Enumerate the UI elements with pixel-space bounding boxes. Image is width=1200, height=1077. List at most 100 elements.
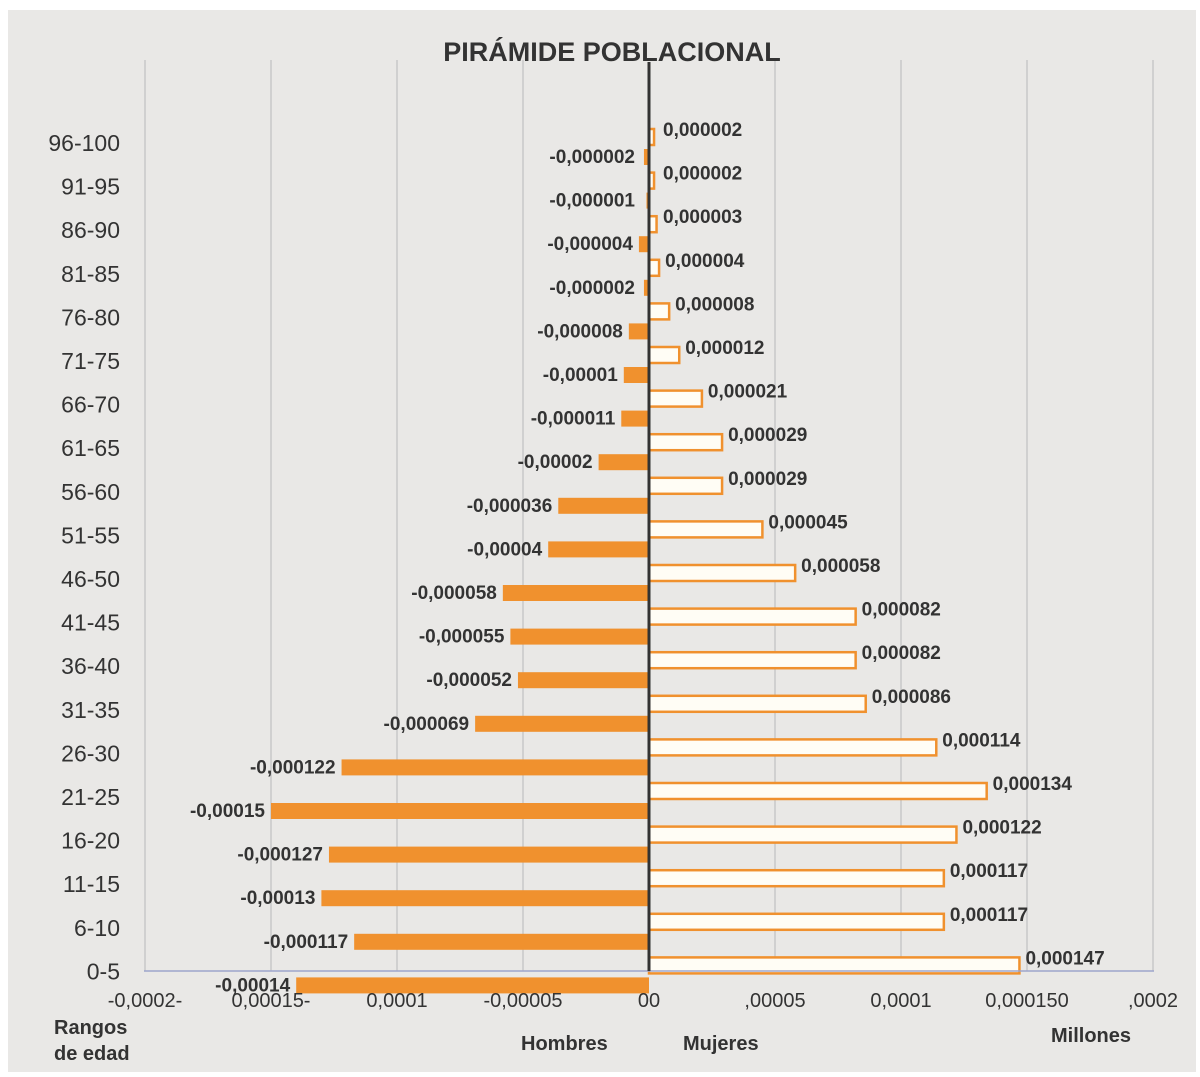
data-label-hombres: -0,00002 [518, 452, 593, 473]
data-label-mujeres: 0,000002 [663, 120, 742, 141]
data-label-hombres: -0,00015 [190, 801, 265, 822]
bar-hombres [354, 933, 649, 950]
bar-mujeres [647, 607, 857, 626]
data-label-mujeres: 0,000004 [665, 251, 745, 272]
age-range-label: 91-95 [61, 174, 120, 200]
mujeres-label: Mujeres [683, 1033, 759, 1055]
age-range-label: 46-50 [61, 566, 120, 592]
bar-hombres [296, 977, 649, 994]
bar-mujeres [647, 432, 724, 452]
chart-title: PIRÁMIDE POBLACIONAL [443, 36, 781, 67]
data-label-mujeres: 0,000134 [993, 774, 1073, 795]
x-tick-label: 0,0001 [870, 990, 931, 1012]
data-label-hombres: -0,000055 [419, 627, 505, 648]
data-label-mujeres: 0,000147 [1025, 948, 1104, 969]
data-label-hombres: -0,000058 [411, 583, 497, 604]
data-label-hombres: -0,000117 [264, 932, 349, 953]
x-tick-labels: -0,0002- 0,00015- 0,0001 -0,00005 00 ,00005 0,… [108, 990, 1178, 1012]
bar-mujeres [647, 389, 704, 408]
data-label-hombres: -0,000004 [547, 234, 633, 255]
bar-hombres [548, 541, 649, 558]
data-label-mujeres: 0,000029 [728, 469, 807, 490]
bar-hombres [643, 149, 649, 165]
bar-mujeres [647, 868, 946, 888]
bar-mujeres [647, 476, 724, 496]
x-tick-label: ,00005 [744, 990, 805, 1012]
bar-hombres [321, 890, 649, 907]
data-label-hombres: -0,000036 [467, 496, 553, 517]
grid-lines [144, 60, 1154, 971]
x-tick-label: 0,0001 [366, 990, 427, 1012]
age-range-label: 76-80 [61, 304, 120, 330]
bar-mujeres [647, 738, 938, 757]
data-label-mujeres: 0,000117 [950, 905, 1028, 926]
bar-mujeres [647, 781, 988, 801]
bar-hombres [328, 846, 649, 863]
data-label-hombres: -0,00014 [215, 975, 290, 996]
y-axis-label-line-1: Rangos [54, 1017, 127, 1039]
age-range-label: 31-35 [61, 697, 120, 723]
y-axis-label-line-2: de edad [54, 1043, 130, 1065]
category-labels: 0-5 6-10 11-15 16-20 21-25 26-30 31-35 36-40 41-… [48, 130, 120, 984]
data-label-hombres: -0,000052 [426, 670, 512, 691]
age-range-label: 96-100 [48, 130, 120, 156]
age-range-label: 86-90 [61, 217, 120, 243]
data-label-mujeres: 0,000003 [663, 207, 742, 228]
data-label-mujeres: 0,000086 [872, 687, 951, 708]
age-range-label: 26-30 [61, 740, 120, 766]
bar-hombres [621, 410, 649, 427]
age-range-label: 16-20 [61, 828, 120, 854]
data-label-mujeres: 0,000008 [675, 294, 754, 315]
data-label-mujeres: 0,000058 [801, 556, 880, 577]
data-label-hombres: -0,000008 [537, 321, 623, 342]
x-tick-label: -0,00005 [484, 990, 563, 1012]
hombres-label: Hombres [521, 1033, 608, 1055]
data-label-mujeres: 0,000122 [962, 818, 1041, 839]
data-label-hombres: -0,00004 [467, 539, 542, 560]
data-label-hombres: -0,000002 [549, 147, 635, 168]
data-label-mujeres: 0,000012 [685, 338, 764, 359]
bar-hombres [517, 672, 649, 689]
data-label-hombres: -0,000127 [237, 845, 323, 866]
age-range-label: 11-15 [63, 871, 120, 897]
data-label-hombres: -0,000011 [531, 409, 616, 430]
data-label-hombres: -0,000122 [250, 757, 336, 778]
bar-hombres [341, 759, 649, 776]
data-label-mujeres: 0,000114 [942, 730, 1021, 751]
x-tick-label: ,0002 [1128, 990, 1178, 1012]
population-pyramid-chart: 0,000147-0,000140,000117-0,0001170,00011… [48, 36, 1178, 1065]
data-label-mujeres: 0,000082 [862, 643, 941, 664]
data-label-hombres: -0,000002 [549, 278, 635, 299]
age-range-label: 6-10 [74, 915, 120, 941]
bar-mujeres [647, 302, 671, 321]
age-range-label: 56-60 [61, 479, 120, 505]
bar-hombres [623, 367, 649, 383]
data-label-hombres: -0,00001 [543, 365, 618, 386]
bar-mujeres [647, 912, 946, 932]
age-range-label: 66-70 [61, 392, 120, 418]
data-label-mujeres: 0,000117 [950, 861, 1028, 882]
bar-hombres [502, 585, 649, 601]
data-label-mujeres: 0,000021 [708, 382, 788, 403]
bar-hombres [643, 279, 649, 296]
bar-mujeres [647, 650, 857, 670]
x-tick-label: 0,00015- [232, 990, 311, 1012]
data-label-mujeres: 0,000082 [862, 600, 941, 621]
millones-unit-label: Millones [1051, 1025, 1131, 1047]
data-label-hombres: -0,000069 [384, 714, 470, 735]
data-labels: 0,000147 -0,00014 0,000117 -0,000117 0,00011… [190, 120, 1105, 996]
age-range-label: 0-5 [87, 958, 120, 984]
bar-hombres [271, 803, 649, 819]
x-tick-label: -0,0002- [108, 990, 183, 1012]
bar-hombres [628, 323, 649, 340]
bar-mujeres [647, 345, 681, 365]
data-label-mujeres: 0,000029 [728, 425, 807, 446]
age-range-label: 41-45 [61, 610, 120, 636]
age-range-label: 21-25 [61, 784, 120, 810]
x-tick-label: 0,000150 [985, 990, 1068, 1012]
age-range-label: 71-75 [61, 348, 120, 374]
age-range-label: 51-55 [61, 522, 120, 548]
bar-mujeres [647, 563, 797, 583]
x-tick-label: 00 [638, 990, 660, 1012]
age-range-label: 36-40 [61, 653, 120, 679]
